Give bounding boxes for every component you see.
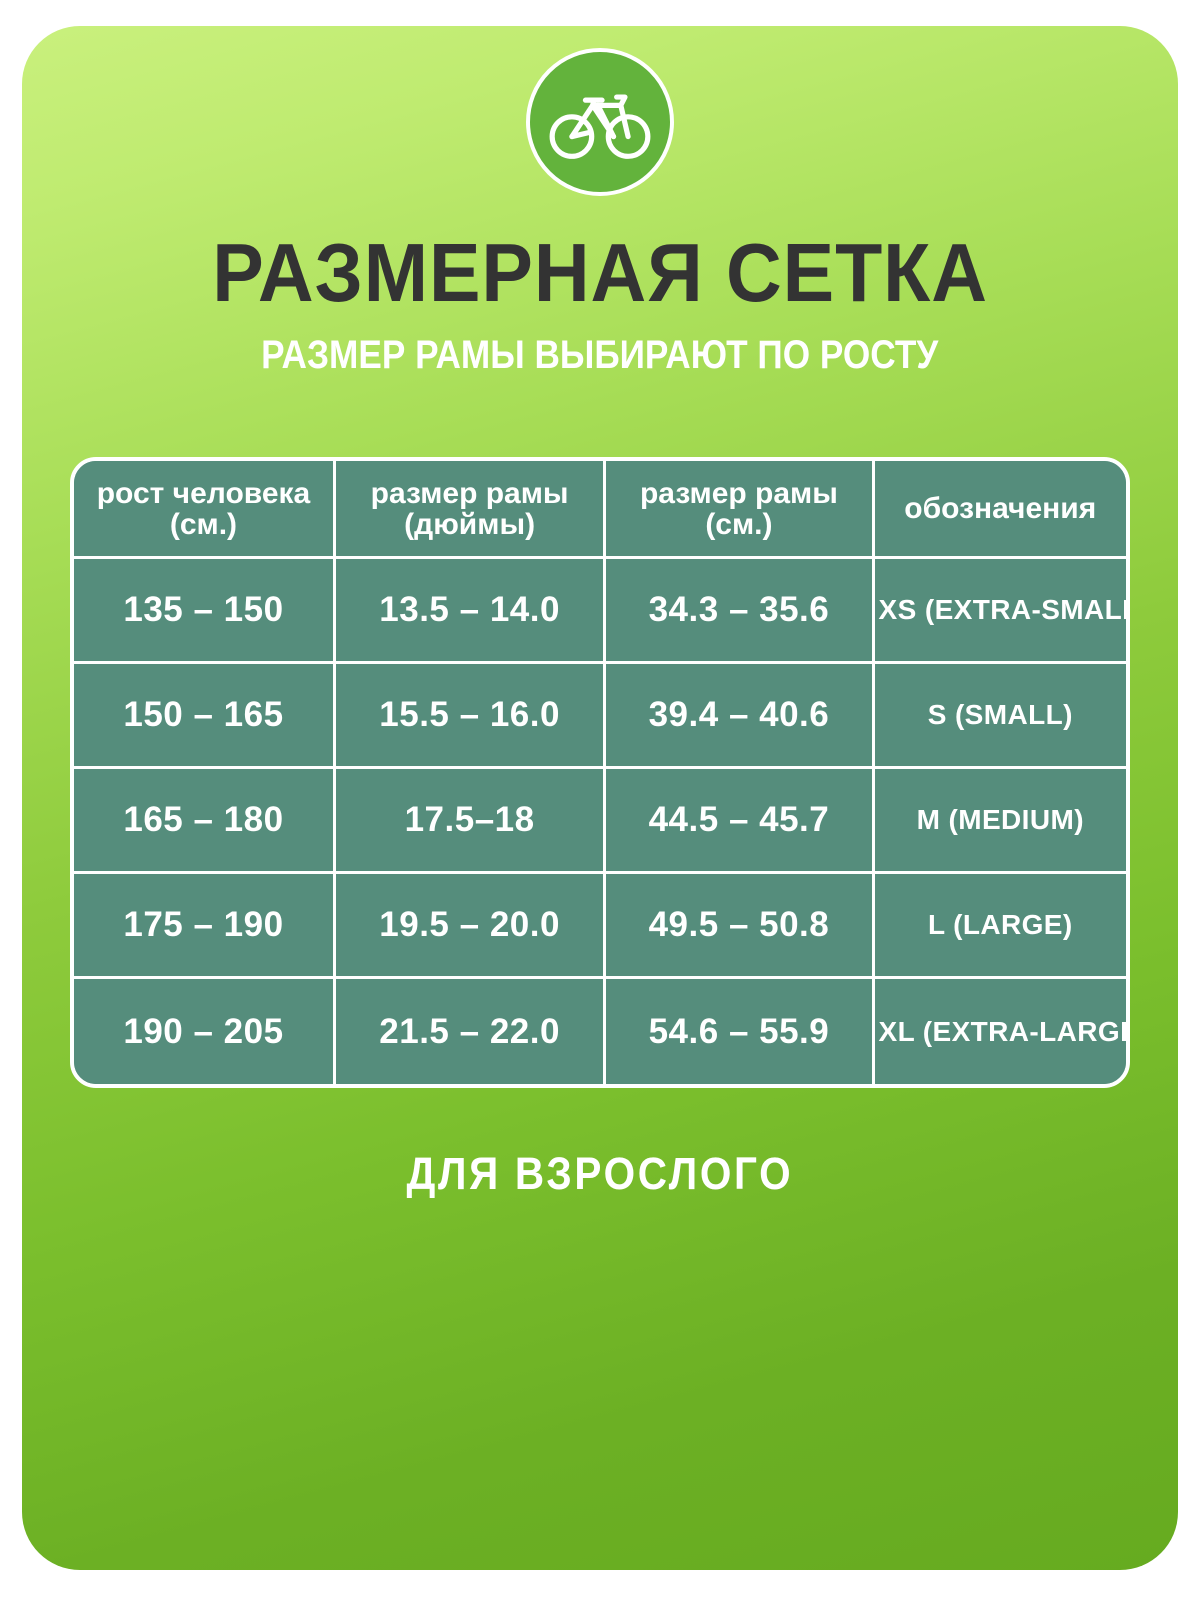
page-subtitle: РАЗМЕР РАМЫ ВЫБИРАЮТ ПО РОСТУ (261, 333, 939, 378)
cell-frame-cm: 34.3 – 35.6 (606, 559, 875, 665)
column-header-frame-inches-unit: (дюймы) (404, 507, 536, 541)
table-header-row: рост человека (см.) размер рамы (дюймы) … (74, 461, 1126, 560)
table-row: 190 – 205 21.5 – 22.0 54.6 – 55.9 XL (EX… (74, 979, 1126, 1085)
cell-designation: S (SMALL) (874, 664, 1126, 770)
cell-designation: XL (EXTRA-LARGE) (874, 979, 1126, 1085)
cell-height: 190 – 205 (74, 979, 336, 1085)
cell-height: 165 – 180 (74, 769, 336, 875)
cell-designation: XS (EXTRA-SMALL) (874, 559, 1126, 665)
column-header-designation: обозначения (874, 461, 1126, 560)
table-row: 165 – 180 17.5–18 44.5 – 45.7 M (MEDIUM) (74, 769, 1126, 875)
cell-frame-inches: 19.5 – 20.0 (335, 874, 607, 980)
cell-height: 150 – 165 (74, 664, 336, 770)
cell-frame-cm: 49.5 – 50.8 (606, 874, 875, 980)
cell-frame-cm: 54.6 – 55.9 (606, 979, 875, 1085)
size-table-container: рост человека (см.) размер рамы (дюймы) … (70, 457, 1130, 1089)
column-header-height-line1: рост человека (96, 476, 311, 510)
bicycle-badge (526, 48, 674, 196)
cell-frame-cm: 44.5 – 45.7 (606, 769, 875, 875)
footer-label: ДЛЯ ВЗРОСЛОГО (406, 1148, 794, 1200)
column-header-height: рост человека (см.) (74, 461, 336, 560)
cell-designation: M (MEDIUM) (874, 769, 1126, 875)
table-row: 175 – 190 19.5 – 20.0 49.5 – 50.8 L (LAR… (74, 874, 1126, 980)
table-row: 135 – 150 13.5 – 14.0 34.3 – 35.6 XS (EX… (74, 559, 1126, 665)
cell-frame-inches: 17.5–18 (335, 769, 607, 875)
cell-height: 175 – 190 (74, 874, 336, 980)
column-header-designation-line1: обозначения (904, 492, 1097, 526)
cell-frame-inches: 13.5 – 14.0 (335, 559, 607, 665)
size-chart-card: РАЗМЕРНАЯ СЕТКА РАЗМЕР РАМЫ ВЫБИРАЮТ ПО … (22, 26, 1178, 1570)
column-header-frame-inches-line1: размер рамы (370, 476, 569, 510)
cell-frame-cm: 39.4 – 40.6 (606, 664, 875, 770)
size-table: рост человека (см.) размер рамы (дюймы) … (70, 457, 1130, 1089)
cell-designation: L (LARGE) (874, 874, 1126, 980)
table-row: 150 – 165 15.5 – 16.0 39.4 – 40.6 S (SMA… (74, 664, 1126, 770)
column-header-frame-cm-unit: (см.) (705, 507, 773, 541)
column-header-frame-inches: размер рамы (дюймы) (335, 461, 607, 560)
cell-frame-inches: 21.5 – 22.0 (335, 979, 607, 1085)
bicycle-icon (548, 70, 652, 174)
page-title: РАЗМЕРНАЯ СЕТКА (212, 226, 988, 319)
column-header-height-unit: (см.) (169, 507, 238, 541)
column-header-frame-cm-line1: размер рамы (639, 476, 838, 510)
column-header-frame-cm: размер рамы (см.) (606, 461, 875, 560)
cell-frame-inches: 15.5 – 16.0 (335, 664, 607, 770)
cell-height: 135 – 150 (74, 559, 336, 665)
